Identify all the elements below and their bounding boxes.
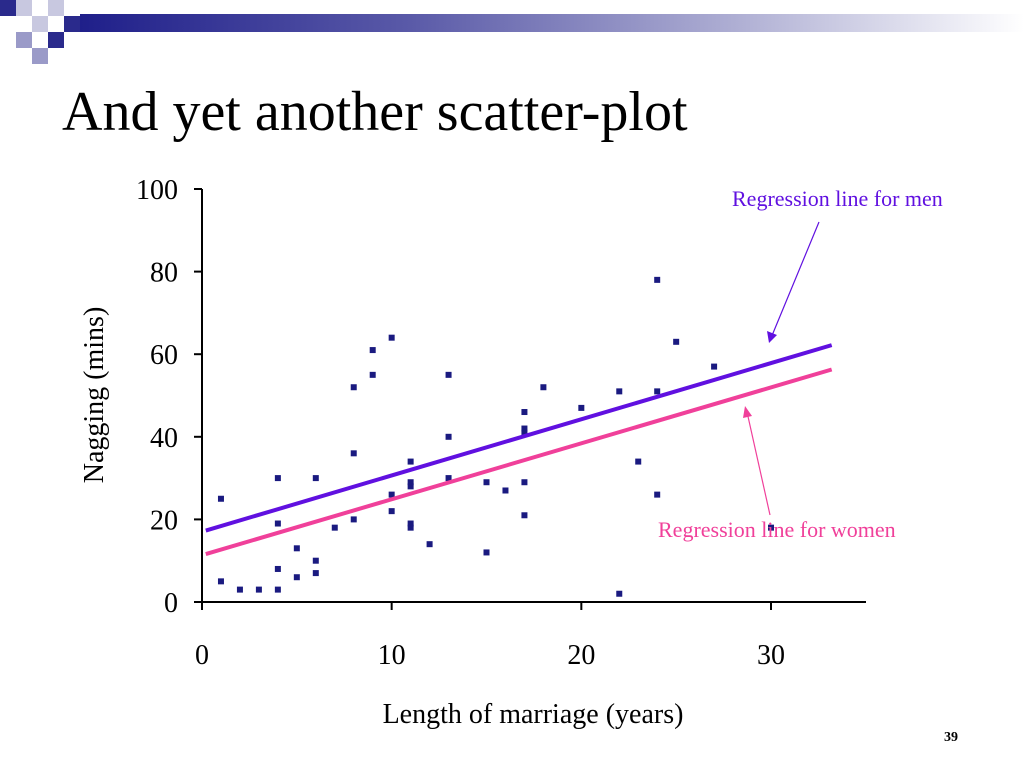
men-label-arrow: [767, 221, 820, 343]
data-point: [236, 586, 243, 593]
y-tick-label: 80: [150, 258, 178, 289]
data-point: [578, 404, 585, 411]
y-tick-label: 40: [150, 423, 178, 454]
data-point: [768, 524, 774, 531]
y-tick-label: 0: [164, 588, 178, 619]
page-number: 39: [944, 730, 958, 745]
data-point: [407, 520, 414, 527]
women-label-arrow: [743, 406, 771, 516]
x-axis-label: Length of marriage (years): [383, 699, 684, 730]
x-tick-label: 10: [378, 640, 406, 671]
data-point: [312, 570, 319, 577]
data-point: [274, 475, 281, 482]
data-point: [483, 479, 490, 486]
data-point: [407, 458, 414, 465]
data-point: [293, 574, 300, 581]
x-tick-label: 30: [757, 640, 785, 671]
slide-title: And yet another scatter-plot: [62, 81, 688, 143]
data-point: [483, 549, 490, 556]
data-point: [407, 483, 414, 490]
data-point: [654, 491, 661, 498]
data-point: [521, 512, 528, 519]
data-point: [654, 388, 661, 395]
data-point: [369, 371, 376, 378]
data-point: [350, 384, 357, 391]
data-point: [255, 586, 262, 593]
data-point: [312, 475, 319, 482]
women-regression-label: Regression line for women: [658, 517, 896, 542]
data-point: [388, 508, 395, 515]
men-regression-line: [205, 343, 833, 533]
axes: [201, 189, 866, 603]
data-point: [350, 450, 357, 457]
men-regression-label: Regression line for men: [732, 186, 943, 211]
data-point: [673, 338, 680, 345]
data-point: [217, 495, 224, 502]
data-point: [445, 475, 452, 482]
data-point: [635, 458, 642, 465]
data-point: [616, 388, 623, 395]
data-point: [502, 487, 509, 494]
data-point: [369, 347, 376, 354]
data-point: [445, 433, 452, 440]
data-point: [521, 429, 528, 436]
data-point: [350, 516, 357, 523]
data-point: [274, 565, 281, 572]
x-tick-label: 0: [195, 640, 209, 671]
title-bar: [80, 14, 1024, 32]
regression-lines: [205, 343, 833, 557]
y-tick-label: 60: [150, 340, 178, 371]
data-points: [217, 276, 774, 597]
data-point: [407, 479, 414, 486]
data-point: [388, 334, 395, 341]
data-point: [331, 524, 338, 531]
data-point: [540, 384, 547, 391]
y-tick-label: 100: [136, 175, 178, 206]
data-point: [426, 541, 433, 548]
data-point: [274, 586, 281, 593]
data-point: [654, 276, 661, 283]
data-point: [521, 409, 528, 416]
data-point: [616, 590, 623, 597]
women-regression-line: [205, 367, 833, 557]
data-point: [293, 545, 300, 552]
data-point: [388, 491, 395, 498]
data-point: [312, 557, 319, 564]
y-axis-label: Nagging (mins): [79, 307, 110, 484]
data-point: [445, 371, 452, 378]
ticks: 0 10 20 30 0 20 40 60 80 100: [136, 175, 785, 671]
data-point: [521, 425, 528, 432]
data-point: [407, 524, 414, 531]
data-point: [711, 363, 718, 370]
data-point: [521, 479, 528, 486]
x-tick-label: 20: [567, 640, 595, 671]
data-point: [274, 520, 281, 527]
data-point: [217, 578, 224, 585]
y-tick-label: 20: [150, 505, 178, 536]
